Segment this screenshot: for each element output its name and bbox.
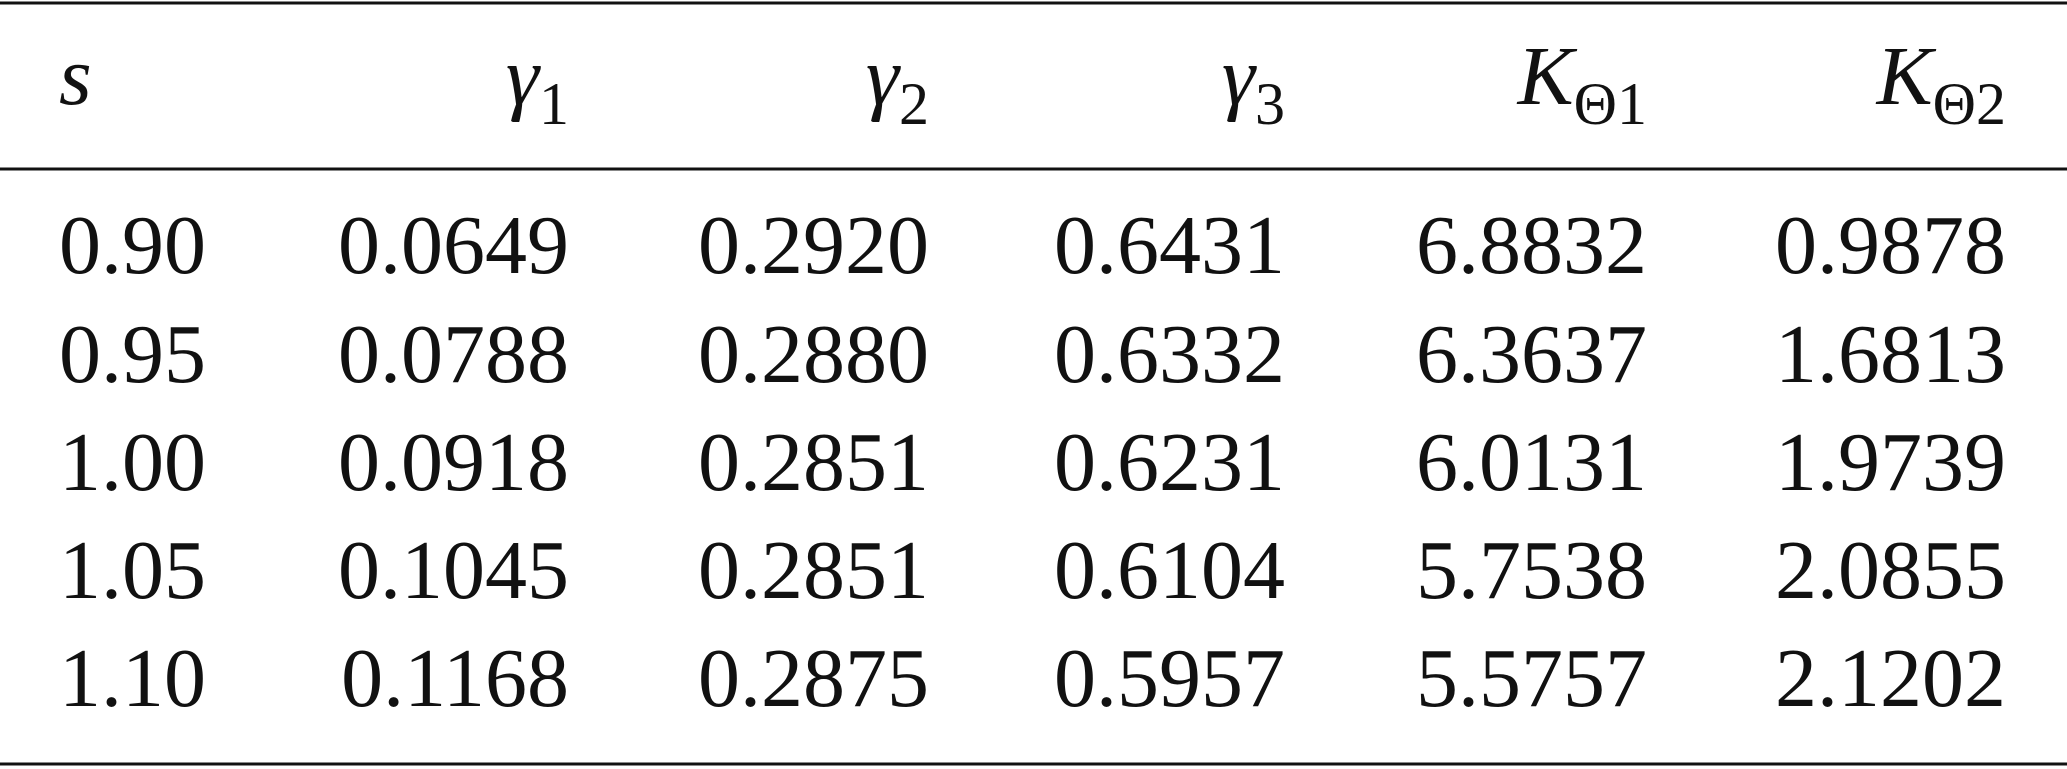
- header-subscript: 3: [1255, 71, 1285, 137]
- header-symbol: K: [1876, 30, 1937, 123]
- cell: 0.1045: [338, 524, 569, 617]
- header-cell: γ3: [1222, 30, 1285, 137]
- cell: 0.2851: [698, 416, 929, 509]
- cell: 0.2880: [698, 308, 929, 401]
- cell: 6.8832: [1416, 199, 1647, 292]
- cell: 0.90: [59, 199, 206, 292]
- header-subscript: Θ2: [1933, 71, 2006, 137]
- cell: 0.9878: [1775, 199, 2006, 292]
- cell: 5.5757: [1416, 632, 1647, 725]
- cell: 0.0788: [338, 308, 569, 401]
- cell: 0.0649: [338, 199, 569, 292]
- cell: 1.00: [59, 416, 206, 509]
- header-cell: KΘ1: [1517, 30, 1647, 137]
- cell: 1.10: [59, 632, 206, 725]
- header-subscript: Θ1: [1574, 71, 1647, 137]
- cell: 1.6813: [1775, 308, 2006, 401]
- cell: 0.1168: [341, 632, 569, 725]
- header-symbol: K: [1517, 30, 1578, 123]
- cell: 0.6104: [1054, 524, 1285, 617]
- cell: 2.1202: [1775, 632, 2006, 725]
- header-symbol: γ: [1222, 30, 1257, 123]
- header-subscript: 1: [539, 71, 569, 137]
- header-symbol: γ: [506, 30, 541, 123]
- cell: 1.9739: [1775, 416, 2006, 509]
- cell: 5.7538: [1416, 524, 1647, 617]
- header-cell: γ1: [506, 30, 569, 137]
- header-subscript: 2: [899, 71, 929, 137]
- header-cell: KΘ2: [1876, 30, 2006, 137]
- header-cell: γ2: [866, 30, 929, 137]
- header-symbol: s: [59, 30, 92, 123]
- cell: 2.0855: [1775, 524, 2006, 617]
- cell: 0.0918: [338, 416, 569, 509]
- cell: 0.6332: [1054, 308, 1285, 401]
- header-cell: s: [59, 30, 92, 123]
- cell: 0.6231: [1054, 416, 1285, 509]
- cell: 6.3637: [1416, 308, 1647, 401]
- cell: 0.2875: [698, 632, 929, 725]
- cell: 1.05: [59, 524, 206, 617]
- cell: 6.0131: [1416, 416, 1647, 509]
- cell: 0.2920: [698, 199, 929, 292]
- cell: 0.5957: [1054, 632, 1285, 725]
- cell: 0.2851: [698, 524, 929, 617]
- cell: 0.6431: [1054, 199, 1285, 292]
- cell: 0.95: [59, 308, 206, 401]
- header-symbol: γ: [866, 30, 901, 123]
